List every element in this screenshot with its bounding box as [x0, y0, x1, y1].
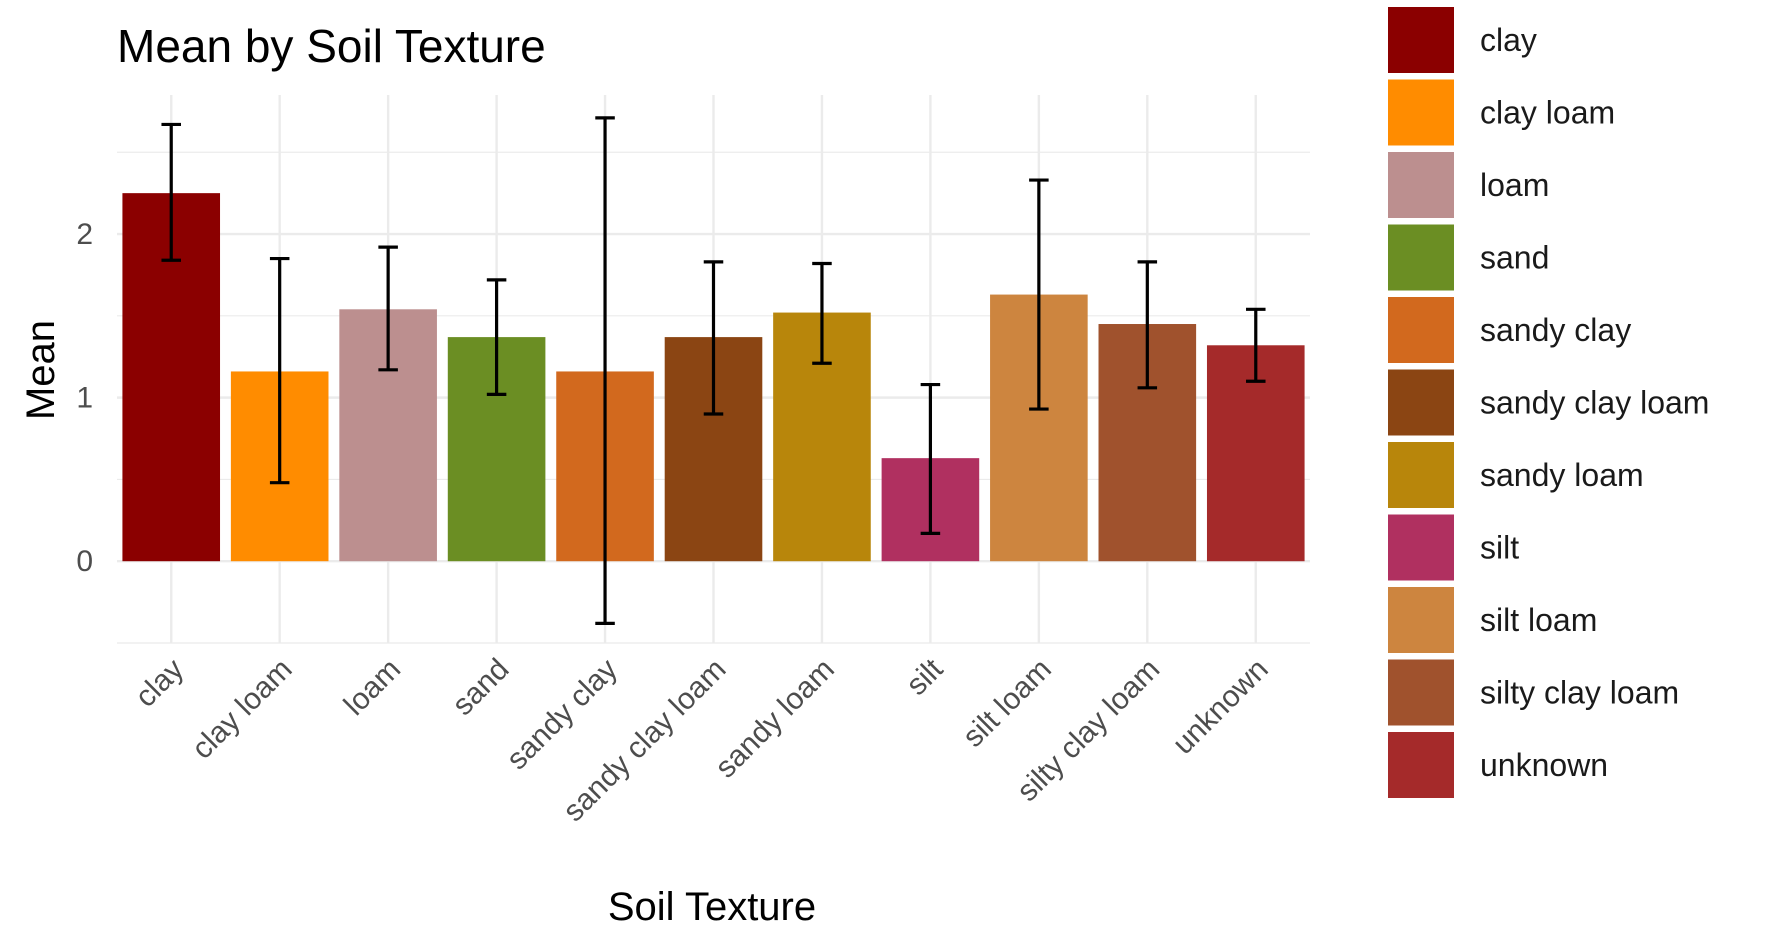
legend-key [1388, 79, 1454, 146]
error-bar-loam [378, 245, 398, 372]
legend-key [1388, 7, 1454, 73]
legend-label: unknown [1480, 747, 1608, 783]
legend-label: sandy clay [1480, 312, 1631, 348]
legend-item: silty clay loam [1388, 659, 1679, 726]
y-tick-label: 2 [76, 218, 93, 251]
legend-item: sand [1388, 224, 1549, 291]
legend-label: sandy clay loam [1480, 385, 1709, 421]
legend-key [1388, 732, 1454, 798]
error-bar-sandy-loam [812, 261, 832, 365]
legend-item: silt loam [1388, 587, 1597, 653]
legend-label: loam [1480, 167, 1549, 203]
legend-label: silty clay loam [1480, 675, 1679, 711]
legend-label: clay [1480, 22, 1537, 58]
legend: clay clay loam loam sand sandy clay sandy cla… [1388, 7, 1709, 798]
legend-label: sandy loam [1480, 457, 1644, 493]
legend-label: silt [1480, 530, 1519, 566]
legend-item: loam [1388, 152, 1549, 218]
error-bar-clay [161, 122, 181, 262]
bars [122, 193, 1305, 562]
legend-label: silt loam [1480, 602, 1597, 638]
error-bar-sandy-clay-loam [703, 260, 724, 416]
y-axis-title: Mean [19, 320, 63, 420]
legend-key [1388, 369, 1454, 436]
y-axis-ticks: 0 1 2 [76, 218, 93, 578]
error-bars [161, 116, 1266, 625]
error-bar-sand [486, 278, 507, 396]
error-bar-unknown [1246, 307, 1266, 383]
legend-key [1388, 224, 1454, 291]
x-axis-title: Soil Texture [608, 885, 816, 929]
legend-key [1388, 297, 1454, 363]
legend-key [1388, 152, 1454, 218]
legend-item: silt [1388, 514, 1519, 581]
error-bar-silty-clay-loam [1137, 260, 1158, 390]
y-tick-label: 1 [76, 382, 93, 415]
legend-key [1388, 587, 1454, 653]
chart-title: Mean by Soil Texture [117, 20, 546, 72]
legend-label: clay loam [1480, 95, 1615, 131]
error-bar-silt-loam [1029, 178, 1049, 411]
legend-key [1388, 659, 1454, 726]
legend-item: sandy clay loam [1388, 369, 1709, 436]
legend-key [1388, 442, 1454, 508]
error-bar-sandy-clay [595, 116, 615, 625]
legend-item: clay loam [1388, 79, 1615, 146]
error-bar-silt [920, 382, 941, 536]
legend-item: sandy loam [1388, 442, 1644, 508]
legend-item: sandy clay [1388, 297, 1631, 363]
legend-item: clay [1388, 7, 1537, 73]
error-bar-clay-loam [269, 256, 290, 485]
y-tick-label: 0 [76, 545, 93, 578]
legend-key [1388, 514, 1454, 581]
legend-item: unknown [1388, 732, 1608, 798]
legend-label: sand [1480, 240, 1549, 276]
